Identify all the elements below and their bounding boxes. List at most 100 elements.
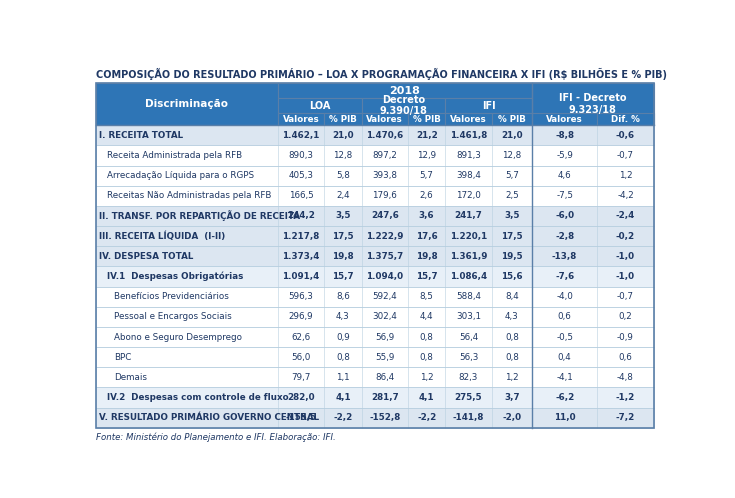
Text: IV.1  Despesas Obrigatórias: IV.1 Despesas Obrigatórias bbox=[107, 272, 243, 281]
Text: -4,2: -4,2 bbox=[617, 191, 634, 200]
Text: 1.217,8: 1.217,8 bbox=[282, 232, 320, 241]
Text: BPC: BPC bbox=[115, 353, 132, 362]
Bar bbox=[96, 186, 653, 206]
Bar bbox=[96, 347, 653, 368]
Text: -1,0: -1,0 bbox=[616, 272, 635, 281]
Text: 244,2: 244,2 bbox=[287, 212, 315, 221]
Text: 15,6: 15,6 bbox=[501, 272, 523, 281]
Text: -1,2: -1,2 bbox=[616, 393, 635, 402]
Text: IV. DESPESA TOTAL: IV. DESPESA TOTAL bbox=[98, 252, 193, 261]
Text: V. RESULTADO PRIMÁRIO GOVERNO CENTRAL: V. RESULTADO PRIMÁRIO GOVERNO CENTRAL bbox=[98, 413, 319, 422]
Text: 56,9: 56,9 bbox=[375, 333, 395, 342]
Text: Receita Administrada pela RFB: Receita Administrada pela RFB bbox=[107, 151, 242, 160]
Text: IV.2  Despesas com controle de fluxo: IV.2 Despesas com controle de fluxo bbox=[107, 393, 288, 402]
Bar bbox=[445, 113, 492, 125]
Text: 17,5: 17,5 bbox=[501, 232, 523, 241]
Text: 1.091,4: 1.091,4 bbox=[282, 272, 320, 281]
Text: 2018: 2018 bbox=[390, 86, 420, 96]
Text: 281,7: 281,7 bbox=[371, 393, 398, 402]
Text: 56,4: 56,4 bbox=[459, 333, 478, 342]
Text: 0,2: 0,2 bbox=[619, 312, 632, 321]
Text: 8,4: 8,4 bbox=[505, 292, 519, 301]
Text: Receitas Não Administradas pela RFB: Receitas Não Administradas pela RFB bbox=[107, 191, 271, 200]
Text: 247,6: 247,6 bbox=[371, 212, 399, 221]
Text: 890,3: 890,3 bbox=[289, 151, 314, 160]
Text: -6,2: -6,2 bbox=[555, 393, 574, 402]
Bar bbox=[96, 125, 653, 145]
Text: 12,9: 12,9 bbox=[417, 151, 437, 160]
Text: 2,5: 2,5 bbox=[505, 191, 519, 200]
Text: -6,0: -6,0 bbox=[555, 212, 574, 221]
Text: -2,2: -2,2 bbox=[334, 413, 353, 422]
Text: -2,2: -2,2 bbox=[417, 413, 437, 422]
Text: 0,6: 0,6 bbox=[558, 312, 572, 321]
Bar bbox=[96, 145, 653, 165]
Text: 21,0: 21,0 bbox=[332, 131, 354, 140]
Bar bbox=[96, 408, 653, 428]
Text: 1.373,4: 1.373,4 bbox=[282, 252, 320, 261]
Text: 393,8: 393,8 bbox=[373, 171, 398, 180]
Text: Fonte: Ministério do Planejamento e IFI. Elaboração: IFI.: Fonte: Ministério do Planejamento e IFI.… bbox=[96, 432, 335, 442]
Text: 1.470,6: 1.470,6 bbox=[366, 131, 404, 140]
Text: II. TRANSF. POR REPARTIÇÃO DE RECEITA: II. TRANSF. POR REPARTIÇÃO DE RECEITA bbox=[98, 211, 300, 222]
Text: LOA: LOA bbox=[309, 101, 331, 111]
Text: -0,7: -0,7 bbox=[617, 292, 634, 301]
Text: 897,2: 897,2 bbox=[373, 151, 397, 160]
Text: 4,3: 4,3 bbox=[505, 312, 519, 321]
Text: 12,8: 12,8 bbox=[334, 151, 353, 160]
Text: Decreto
9.390/18: Decreto 9.390/18 bbox=[379, 95, 427, 117]
Text: 302,4: 302,4 bbox=[373, 312, 397, 321]
Text: Pessoal e Encargos Sociais: Pessoal e Encargos Sociais bbox=[115, 312, 232, 321]
Text: 1.086,4: 1.086,4 bbox=[450, 272, 487, 281]
Text: -0,6: -0,6 bbox=[616, 131, 635, 140]
Text: 275,5: 275,5 bbox=[455, 393, 482, 402]
Text: 56,3: 56,3 bbox=[459, 353, 478, 362]
Text: -152,8: -152,8 bbox=[369, 413, 401, 422]
Text: 8,6: 8,6 bbox=[336, 292, 350, 301]
Text: 166,5: 166,5 bbox=[289, 191, 314, 200]
Text: Arrecadação Líquida para o RGPS: Arrecadação Líquida para o RGPS bbox=[107, 171, 254, 180]
Text: 0,9: 0,9 bbox=[336, 333, 350, 342]
Text: 172,0: 172,0 bbox=[456, 191, 481, 200]
Text: -5,9: -5,9 bbox=[556, 151, 573, 160]
Text: 5,7: 5,7 bbox=[505, 171, 519, 180]
Text: 3,7: 3,7 bbox=[504, 393, 520, 402]
Bar bbox=[96, 387, 653, 408]
Text: 0,8: 0,8 bbox=[420, 353, 434, 362]
Text: 1.094,0: 1.094,0 bbox=[366, 272, 404, 281]
Text: 5,8: 5,8 bbox=[336, 171, 350, 180]
Bar bbox=[278, 113, 324, 125]
Text: -8,8: -8,8 bbox=[555, 131, 574, 140]
Text: 4,4: 4,4 bbox=[420, 312, 434, 321]
Text: -0,9: -0,9 bbox=[617, 333, 634, 342]
Text: -141,8: -141,8 bbox=[453, 413, 484, 422]
Text: 4,6: 4,6 bbox=[558, 171, 571, 180]
Text: 282,0: 282,0 bbox=[287, 393, 315, 402]
Text: 179,6: 179,6 bbox=[373, 191, 397, 200]
Bar bbox=[96, 83, 653, 428]
Bar bbox=[408, 113, 445, 125]
Text: -2,4: -2,4 bbox=[616, 212, 635, 221]
Bar bbox=[96, 226, 653, 246]
Text: 21,0: 21,0 bbox=[501, 131, 523, 140]
Text: COMPOSIÇÃO DO RESULTADO PRIMÁRIO – LOA X PROGRAMAÇÃO FINANCEIRA X IFI (R$ BILHÕE: COMPOSIÇÃO DO RESULTADO PRIMÁRIO – LOA X… bbox=[96, 68, 667, 80]
Text: 1,2: 1,2 bbox=[619, 171, 632, 180]
Text: % PIB: % PIB bbox=[498, 115, 526, 124]
Text: Benefícios Previdenciários: Benefícios Previdenciários bbox=[115, 292, 229, 301]
Bar bbox=[492, 113, 532, 125]
Text: IFI - Decreto
9.323/18: IFI - Decreto 9.323/18 bbox=[559, 93, 627, 115]
Text: 82,3: 82,3 bbox=[459, 373, 478, 382]
Text: Abono e Seguro Desemprego: Abono e Seguro Desemprego bbox=[115, 333, 243, 342]
Text: 19,8: 19,8 bbox=[332, 252, 354, 261]
Text: Valores: Valores bbox=[450, 115, 487, 124]
Text: Dif. %: Dif. % bbox=[611, 115, 640, 124]
Text: 62,6: 62,6 bbox=[292, 333, 311, 342]
Bar bbox=[96, 246, 653, 266]
Bar bbox=[96, 206, 653, 226]
Bar bbox=[324, 113, 362, 125]
Text: 891,3: 891,3 bbox=[456, 151, 481, 160]
Text: 0,8: 0,8 bbox=[505, 333, 519, 342]
Text: 1,2: 1,2 bbox=[420, 373, 434, 382]
Text: -1,0: -1,0 bbox=[616, 252, 635, 261]
Bar bbox=[96, 327, 653, 347]
